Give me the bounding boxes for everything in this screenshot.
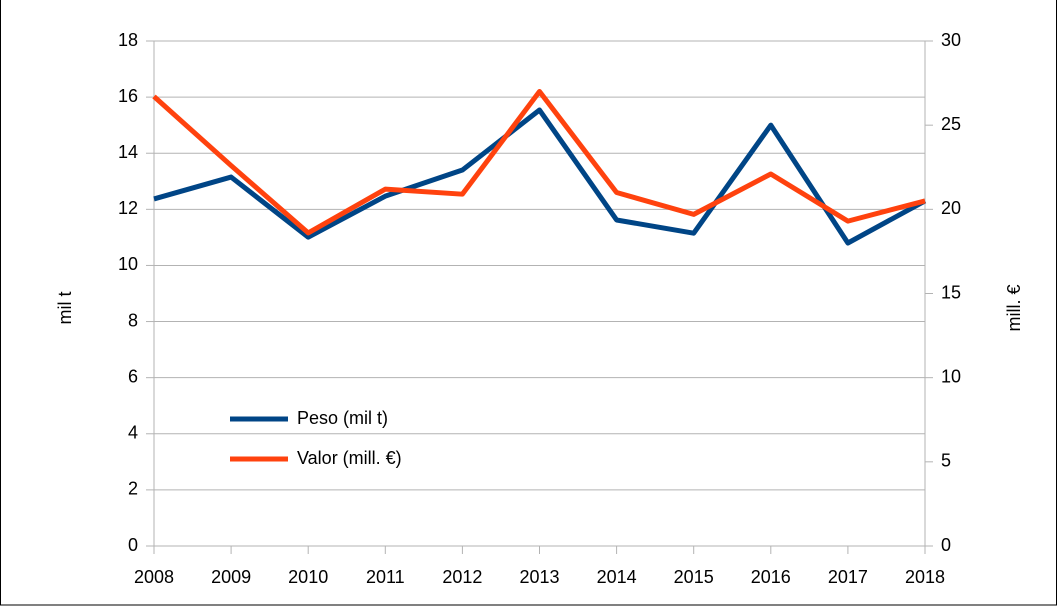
y-tick-label: 10 — [118, 254, 138, 274]
y2-tick-label: 30 — [941, 30, 961, 50]
x-tick-label: 2018 — [905, 567, 945, 587]
y2-tick-label: 5 — [941, 451, 951, 471]
y2-tick-label: 10 — [941, 366, 961, 386]
x-tick-label: 2011 — [366, 567, 405, 587]
y-tick-label: 14 — [118, 142, 138, 162]
y-axis-label: mil t — [55, 292, 75, 325]
series-line — [153, 107, 927, 246]
y-tick-label: 4 — [128, 423, 138, 443]
x-tick-label: 2009 — [211, 567, 251, 587]
y2-tick-label: 25 — [941, 114, 961, 134]
y-tick-label: 0 — [128, 535, 138, 555]
series-line — [152, 89, 926, 236]
x-tick-label: 2008 — [134, 567, 174, 587]
y-tick-label: 6 — [128, 366, 138, 386]
y2-tick-label: 20 — [941, 198, 961, 218]
y-tick-label: 16 — [118, 86, 138, 106]
y-tick-label: 8 — [128, 310, 138, 330]
x-tick-label: 2010 — [288, 567, 328, 587]
y-tick-label: 12 — [118, 198, 138, 218]
legend-label: Valor (mill. €) — [297, 448, 402, 468]
x-tick-label: 2012 — [442, 567, 482, 587]
y2-axis-label: mill. € — [1004, 284, 1024, 331]
y2-tick-label: 15 — [941, 282, 961, 302]
x-tick-label: 2014 — [597, 567, 637, 587]
legend-label: Peso (mil t) — [297, 408, 388, 428]
x-tick-label: 2017 — [828, 567, 868, 587]
x-tick-label: 2015 — [674, 567, 714, 587]
y-tick-label: 2 — [128, 479, 138, 499]
y-tick-label: 18 — [118, 30, 138, 50]
x-tick-label: 2016 — [751, 567, 791, 587]
x-tick-label: 2013 — [519, 567, 559, 587]
y2-tick-label: 0 — [941, 535, 951, 555]
